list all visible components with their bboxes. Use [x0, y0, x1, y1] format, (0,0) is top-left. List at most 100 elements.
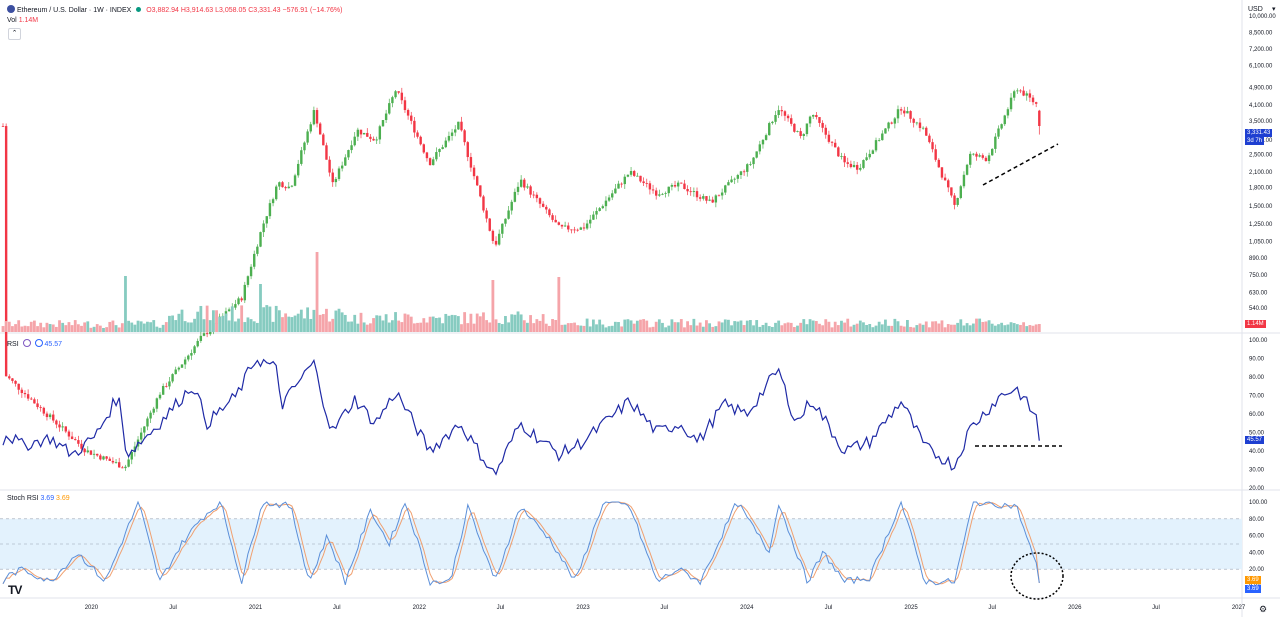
volume-bar	[274, 305, 278, 332]
volume-bar	[334, 310, 338, 332]
volume-bar	[61, 322, 65, 332]
candle-body	[595, 210, 598, 215]
time-tick-label: 2022	[413, 605, 427, 611]
currency-label[interactable]: USD	[1248, 6, 1263, 13]
time-tick-label: 2026	[1068, 605, 1082, 611]
candle-body	[859, 167, 862, 170]
candle-body	[918, 122, 922, 128]
volume-bar	[993, 325, 997, 332]
volume-bar	[237, 318, 240, 332]
candle-body	[400, 92, 404, 101]
candle-body	[576, 229, 579, 231]
candle-body	[821, 122, 824, 128]
candle-body	[391, 97, 394, 104]
volume-bar	[42, 327, 46, 332]
candle-body	[296, 163, 300, 176]
volume-bar	[748, 320, 752, 332]
volume-bar	[1003, 325, 1007, 332]
volume-bar	[384, 314, 388, 332]
volume-bar	[193, 318, 196, 332]
volume-bar	[827, 321, 831, 332]
rsi-tick-label: 70.00	[1249, 394, 1265, 400]
rsi-header[interactable]: RSI 45.57	[7, 339, 62, 348]
volume-bar	[199, 305, 203, 332]
volume-bar	[673, 322, 677, 332]
candle-body	[893, 118, 897, 124]
candle-body	[805, 123, 809, 135]
volume-bar	[73, 320, 77, 332]
candle-body	[925, 127, 928, 136]
candle-body	[915, 122, 919, 124]
candle-body	[165, 385, 168, 387]
candle-body	[818, 117, 821, 123]
volume-bar	[365, 324, 369, 332]
volume-bar	[943, 327, 947, 332]
settings-icon[interactable]: ⚙	[1259, 604, 1268, 614]
tradingview-logo[interactable]: TV	[8, 583, 22, 597]
volume-bar	[902, 326, 906, 332]
candle-body	[435, 152, 438, 160]
stoch-header[interactable]: Stoch RSI 3.69 3.69	[7, 495, 70, 502]
candle-body	[202, 333, 206, 336]
volume-bar	[281, 317, 284, 332]
volume-bar	[591, 319, 595, 332]
candle-body	[133, 446, 137, 452]
candle-body	[284, 187, 287, 189]
currency-dropdown-icon[interactable]: ▾	[1272, 6, 1276, 13]
price-tick-label: 10,000.00	[1249, 14, 1276, 20]
countdown-tag: 3d 7h	[1245, 137, 1265, 145]
stoch-d-value: 3.69	[56, 495, 70, 502]
volume-bar	[617, 322, 620, 332]
candle-body	[1016, 90, 1019, 92]
volume-bar	[381, 320, 385, 332]
collapse-legend-icon[interactable]: ⌃	[8, 28, 21, 40]
rsi-tick-label: 20.00	[1249, 486, 1265, 492]
volume-bar	[482, 312, 485, 332]
volume-bar	[387, 322, 391, 332]
candle-body	[438, 149, 441, 153]
candle-body	[262, 223, 265, 233]
candle-body	[664, 193, 667, 194]
volume-bar	[155, 326, 159, 332]
volume-bar	[516, 311, 520, 332]
volume-bar	[802, 319, 806, 332]
candle-body	[183, 359, 187, 365]
volume-header[interactable]: Vol 1.14M	[7, 17, 38, 24]
candle-body	[626, 174, 630, 177]
volume-bar	[447, 315, 451, 332]
candle-body	[689, 191, 692, 193]
volume-bar	[419, 322, 423, 332]
volume-bar	[48, 324, 52, 332]
symbol-title: Ethereum / U.S. Dollar · 1W · INDEX	[16, 7, 132, 14]
candle-body	[720, 192, 724, 196]
volume-bar	[645, 320, 649, 332]
candle-body	[403, 100, 407, 111]
volume-bar	[978, 318, 982, 332]
candle-body	[155, 398, 159, 409]
candle-body	[658, 194, 661, 196]
volume-bar	[924, 321, 928, 332]
volume-bar	[538, 320, 542, 332]
volume-bar	[17, 320, 21, 332]
symbol-header[interactable]: Ethereum / U.S. Dollar · 1W · INDEX O3,8…	[7, 5, 342, 14]
time-tick-label: Jul	[497, 605, 505, 611]
time-tick-label: 2027	[1232, 605, 1246, 611]
candle-body	[328, 159, 331, 173]
candle-body	[180, 364, 184, 368]
candle-body	[956, 197, 959, 205]
volume-bar	[519, 314, 523, 332]
volume-bar	[70, 325, 74, 332]
candle-body	[460, 121, 463, 131]
volume-bar	[1012, 323, 1016, 332]
candle-body	[519, 179, 523, 187]
candle-body	[633, 171, 636, 176]
candle-body	[538, 198, 542, 204]
candle-body	[909, 111, 912, 119]
candle-body	[494, 240, 498, 245]
candle-body	[36, 403, 39, 408]
volume-bar	[899, 325, 903, 332]
candle-body	[830, 141, 834, 143]
candle-body	[680, 182, 683, 184]
candle-body	[209, 330, 212, 335]
